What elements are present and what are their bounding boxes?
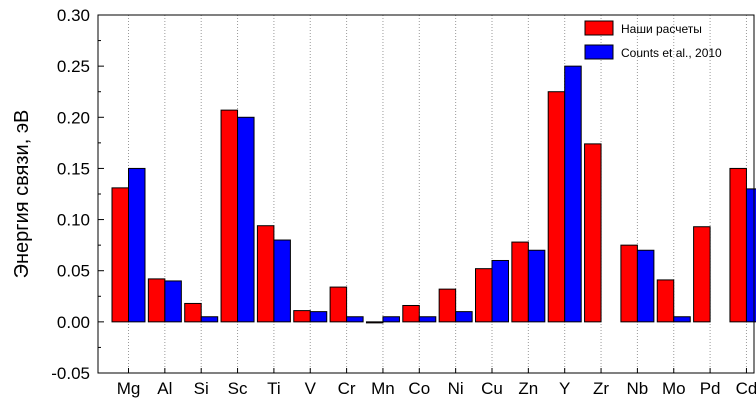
bar-y-s2: [564, 65, 582, 323]
bar-sc-s2: [237, 116, 255, 323]
x-tick-label: Sc: [228, 379, 248, 398]
bar-pd-s1: [693, 226, 711, 323]
bar-v-s2: [309, 311, 328, 323]
bar-cd-s2: [745, 188, 756, 323]
bar-si-s2: [200, 316, 219, 323]
bar-ti-s1: [256, 225, 275, 323]
bar-sc-s1: [220, 109, 239, 323]
x-tick-label: Y: [559, 379, 570, 398]
bar-mo-s2: [673, 316, 691, 323]
bars: [111, 65, 756, 324]
y-tick-label: 0.15: [57, 159, 90, 178]
legend: Наши расчеты Counts et al., 2010: [584, 20, 722, 60]
bar-si-s1: [184, 302, 202, 323]
x-tick-label: Mg: [117, 379, 141, 398]
bar-mg-s1: [111, 187, 129, 323]
x-tick-label: Cu: [481, 379, 503, 398]
x-tick-label: Si: [194, 379, 209, 398]
y-axis-title: Энергия связи, эВ: [11, 110, 33, 279]
x-tick-label: Zn: [518, 379, 538, 398]
bar-al-s2: [164, 280, 182, 323]
y-tick-label: 0.30: [57, 6, 90, 25]
x-tick-label: Mo: [662, 379, 686, 398]
bar-mg-s2: [128, 167, 146, 323]
y-tick-label: 0.25: [57, 57, 90, 76]
y-tick-label: 0.10: [57, 211, 90, 230]
axis-ticks: -0.05 0.00 0.05 0.10 0.15 0.20 0.25 0.30 Mg Al Si S…: [51, 6, 756, 398]
bar-zn-s2: [527, 249, 546, 323]
bar-ti-s2: [273, 239, 291, 323]
bar-mo-s1: [656, 279, 675, 323]
bar-v-s1: [293, 310, 311, 323]
x-tick-label: Zr: [593, 379, 609, 398]
x-tick-label: Cr: [338, 379, 356, 398]
legend-label-ours: Наши расчеты: [621, 22, 702, 36]
x-tick-label: Cd: [736, 379, 756, 398]
x-tick-label: Al: [157, 379, 172, 398]
bar-zr-s1: [584, 143, 602, 323]
bar-co-s1: [402, 304, 420, 323]
y-tick-label: 0.00: [57, 313, 90, 332]
bar-nb-s2: [636, 249, 655, 323]
bar-co-s2: [418, 316, 437, 323]
y-tick-label: 0.20: [57, 108, 90, 127]
legend-swatch-ours: [584, 20, 614, 36]
bar-mn-s1: [365, 321, 384, 324]
x-tick-label: Mn: [371, 379, 395, 398]
bar-nb-s1: [620, 244, 638, 323]
bar-ni-s1: [438, 288, 457, 323]
bar-ni-s2: [455, 311, 473, 323]
x-tick-label: Ni: [448, 379, 464, 398]
x-tick-label: V: [305, 379, 317, 398]
y-tick-label: -0.05: [51, 364, 90, 383]
bar-al-s1: [147, 278, 166, 323]
bar-mn-s2: [382, 316, 400, 323]
bar-cd-s1: [729, 167, 747, 323]
x-tick-label: Ti: [267, 379, 281, 398]
y-tick-label: 0.05: [57, 262, 90, 281]
bar-cr-s2: [346, 316, 364, 323]
x-tick-label: Pd: [700, 379, 721, 398]
bar-cu-s2: [491, 259, 509, 323]
legend-swatch-counts: [584, 44, 614, 60]
x-tick-label: Co: [408, 379, 430, 398]
bar-cr-s1: [329, 286, 348, 323]
bar-zn-s1: [511, 241, 529, 323]
bar-y-s1: [547, 91, 566, 323]
x-tick-label: Nb: [627, 379, 649, 398]
bar-cu-s1: [475, 268, 493, 323]
legend-label-counts: Counts et al., 2010: [621, 46, 722, 60]
